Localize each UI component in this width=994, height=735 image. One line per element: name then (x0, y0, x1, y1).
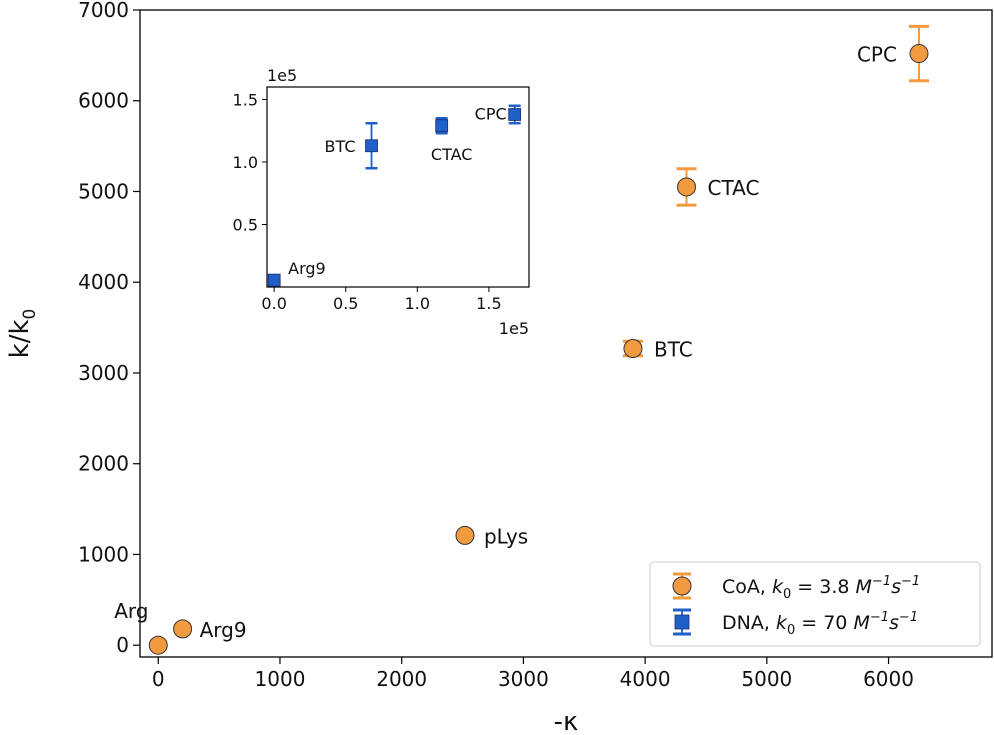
y-tick-label: 3000 (78, 361, 129, 385)
inset-plot: 0.0 0.5 1.0 1.5 0.5 1.0 1.5 1e5 1e5 Arg9 BTC CTAC CP… (233, 66, 530, 338)
inset-x-tick-label: 0.5 (333, 294, 358, 313)
y-tick-label: 4000 (78, 270, 129, 294)
inset-x-tick-label: 1.0 (405, 294, 430, 313)
legend-unit-m-exponent: −1 (872, 574, 891, 589)
y-axis-label-subscript: 0 (20, 309, 40, 320)
inset-y-offset-label: 1e5 (267, 66, 297, 85)
legend-marker-coa (672, 576, 692, 596)
y-tick-label: 5000 (78, 179, 129, 203)
point-label: CTAC (707, 176, 759, 200)
main-plot-frame (139, 9, 993, 658)
y-tick-label: 0 (116, 633, 129, 657)
inset-point-label: CTAC (431, 145, 473, 164)
legend-k: k (772, 576, 784, 598)
legend-entry-text: DNA, k0 = 70 M−1s−1 (722, 610, 918, 638)
legend-unit-m: M (853, 612, 869, 634)
y-axis-label: k/k0 (5, 309, 40, 359)
inset-point-label: CPC (475, 105, 507, 124)
data-point-coa (173, 619, 193, 639)
x-tick-label: 1000 (255, 667, 306, 691)
point-label: Arg9 (200, 618, 247, 642)
legend-value: = 70 (795, 612, 853, 634)
x-tick-label: 6000 (863, 667, 914, 691)
legend-unit-s-exponent: −1 (899, 610, 918, 625)
data-point-coa (148, 635, 168, 655)
inset-frame (266, 86, 530, 288)
data-point-dna (508, 108, 522, 121)
inset-x-tick-label: 1.5 (476, 294, 501, 313)
inset-point-label: Arg9 (288, 259, 326, 278)
data-point-dna (267, 273, 281, 287)
legend-series-name: CoA, (722, 576, 772, 598)
x-tick-label: 2000 (376, 667, 427, 691)
legend-unit-s: s (891, 576, 901, 598)
x-tick-label: 5000 (741, 667, 792, 691)
data-point-dna (365, 139, 378, 153)
inset-y-tick-label: 1.5 (233, 91, 258, 110)
point-label: BTC (654, 337, 693, 361)
legend-k-subscript: 0 (787, 623, 795, 638)
point-label: CPC (857, 43, 897, 67)
y-tick-label: 2000 (78, 452, 129, 476)
y-tick-label: 7000 (78, 0, 129, 22)
point-label: pLys (484, 524, 528, 548)
legend-k: k (776, 612, 788, 634)
y-axis-label-main: k/k (5, 319, 35, 358)
inset-x-tick-label: 0.0 (261, 294, 286, 313)
data-point-coa (455, 525, 475, 545)
legend-series-name: DNA, (722, 612, 776, 634)
main-plot: 0 1000 2000 3000 4000 5000 6000 0 1000 2000 3000 40… (5, 0, 993, 735)
x-axis-label: -κ (554, 707, 579, 735)
inset-point-label: BTC (325, 137, 356, 156)
legend-box (649, 561, 981, 647)
legend-entry-text: CoA, k0 = 3.8 M−1s−1 (722, 574, 920, 602)
x-tick-label: 4000 (620, 667, 671, 691)
data-point-dna (435, 119, 449, 133)
inset-y-tick-label: 0.5 (233, 216, 258, 235)
x-tick-label: 0 (152, 667, 165, 691)
y-tick-label: 6000 (78, 89, 129, 113)
data-point-coa (676, 177, 696, 197)
legend-value: = 3.8 (791, 576, 855, 598)
legend-unit-s-exponent: −1 (901, 574, 920, 589)
data-point-coa (909, 44, 929, 64)
x-tick-label: 3000 (498, 667, 549, 691)
legend-unit-m-exponent: −1 (870, 610, 889, 625)
legend-unit-s: s (889, 612, 899, 634)
legend-k-subscript: 0 (783, 587, 791, 602)
y-tick-label: 1000 (78, 542, 129, 566)
data-point-coa (623, 338, 643, 358)
legend-marker-dna (674, 614, 690, 630)
inset-y-tick-label: 1.0 (233, 153, 258, 172)
inset-x-offset-label: 1e5 (499, 319, 529, 338)
point-label: Arg (114, 599, 148, 623)
legend-unit-m: M (856, 576, 872, 598)
